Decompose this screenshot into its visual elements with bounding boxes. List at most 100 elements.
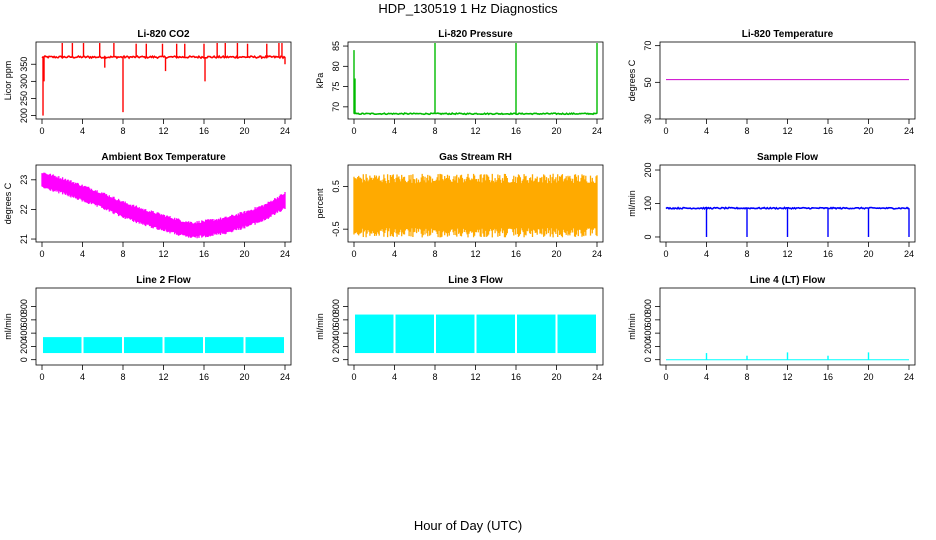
y-tick-label: 0.5 [331,180,341,193]
x-tick-label: 12 [782,126,792,136]
x-tick-label: 8 [120,126,125,136]
x-tick-label: 20 [239,126,249,136]
x-tick-label: 8 [744,126,749,136]
y-tick-label: 800 [331,299,341,314]
plot-frame [659,41,916,120]
series-band [353,173,598,238]
y-tick-label: 800 [19,299,29,314]
flow-block [245,337,284,354]
panel-title: Sample Flow [757,152,818,163]
y-axis-label: Licor ppm [3,61,13,101]
y-tick-label: 300 [19,74,29,89]
x-tick-label: 4 [80,372,85,382]
x-tick-label: 16 [199,372,209,382]
x-tick-label: 4 [704,372,709,382]
flow-block [395,314,434,354]
x-tick-label: 8 [744,372,749,382]
series-line [353,112,598,116]
x-tick-label: 20 [239,372,249,382]
y-axis-label: ml/min [3,313,13,340]
x-tick-label: 12 [158,126,168,136]
y-tick-label: 350 [19,57,29,72]
data-area [43,337,284,354]
panel-6: Sample Flow ml/min 0 4 8 12 16 20 24 0 100 200 [627,152,916,259]
series-line [41,54,286,60]
y-tick-label: 600 [331,312,341,327]
y-tick-label: 400 [643,326,653,341]
y-tick-label: 600 [643,312,653,327]
panel-title: Line 2 Flow [136,275,191,286]
x-tick-label: 24 [592,249,602,259]
y-tick-label: 75 [331,82,341,92]
flow-block [164,337,203,354]
y-tick-label: 22 [19,204,29,214]
x-tick-label: 20 [551,372,561,382]
data-area [666,352,909,361]
panel-title: Line 3 Flow [448,275,503,286]
x-tick-label: 8 [432,372,437,382]
y-tick-label: -0.5 [331,221,341,237]
x-tick-label: 0 [39,372,44,382]
x-tick-label: 16 [823,126,833,136]
y-axis-label: degrees C [3,182,13,224]
panel-4: Ambient Box Temperature degrees C 0 4 8 12 16 2… [3,152,292,259]
x-tick-label: 20 [551,249,561,259]
x-tick-label: 4 [392,249,397,259]
y-tick-label: 200 [19,108,29,123]
panel-title: Li-820 Temperature [742,29,834,40]
y-tick-label: 80 [331,61,341,71]
x-tick-label: 16 [199,249,209,259]
x-tick-label: 8 [432,126,437,136]
y-tick-label: 400 [331,326,341,341]
x-tick-label: 0 [351,372,356,382]
panel-8: Line 3 Flow ml/min 0 4 8 12 16 20 24 0 20040060080… [315,275,604,382]
x-tick-label: 16 [199,126,209,136]
data-area [353,173,598,238]
x-tick-label: 24 [904,249,914,259]
y-tick-label: 250 [19,91,29,106]
x-axis-caption: Hour of Day (UTC) [413,518,523,533]
x-tick-label: 20 [551,126,561,136]
x-tick-label: 16 [511,249,521,259]
flow-block [205,337,244,354]
x-tick-label: 20 [239,249,249,259]
panel-1: Li-820 CO2 Licor ppm 0 4 8 12 16 20 24 200 250 300 3… [3,29,292,136]
x-tick-label: 4 [80,126,85,136]
y-tick-label: 800 [643,299,653,314]
panel-7: Line 2 Flow ml/min 0 4 8 12 16 20 24 0 20040060080… [3,275,292,382]
flow-block [124,337,163,354]
y-tick-label: 0 [331,357,341,362]
x-tick-label: 0 [351,249,356,259]
x-tick-label: 0 [39,126,44,136]
y-tick-label: 200 [643,339,653,354]
y-axis-label: ml/min [627,313,637,340]
data-area [665,206,910,237]
plot-frame [35,287,292,366]
flow-block [355,314,394,354]
x-tick-label: 4 [704,249,709,259]
y-tick-label: 23 [19,175,29,185]
x-tick-label: 24 [904,372,914,382]
x-tick-label: 4 [392,126,397,136]
panel-title: Line 4 (LT) Flow [750,275,826,286]
x-tick-label: 4 [704,126,709,136]
x-tick-label: 16 [511,372,521,382]
plot-frame [35,41,292,120]
x-tick-label: 12 [782,249,792,259]
y-axis-label: kPa [315,73,325,89]
x-tick-label: 24 [592,372,602,382]
flow-block [517,314,556,354]
x-tick-label: 12 [158,372,168,382]
flow-block [83,337,122,354]
y-tick-label: 85 [331,41,341,51]
x-tick-label: 0 [663,126,668,136]
panel-title: Li-820 Pressure [438,29,513,40]
flow-block [43,337,82,354]
x-tick-label: 20 [863,249,873,259]
x-tick-label: 12 [470,249,480,259]
x-tick-label: 24 [280,126,290,136]
x-tick-label: 0 [663,372,668,382]
data-area [355,314,596,354]
data-area [353,43,598,116]
